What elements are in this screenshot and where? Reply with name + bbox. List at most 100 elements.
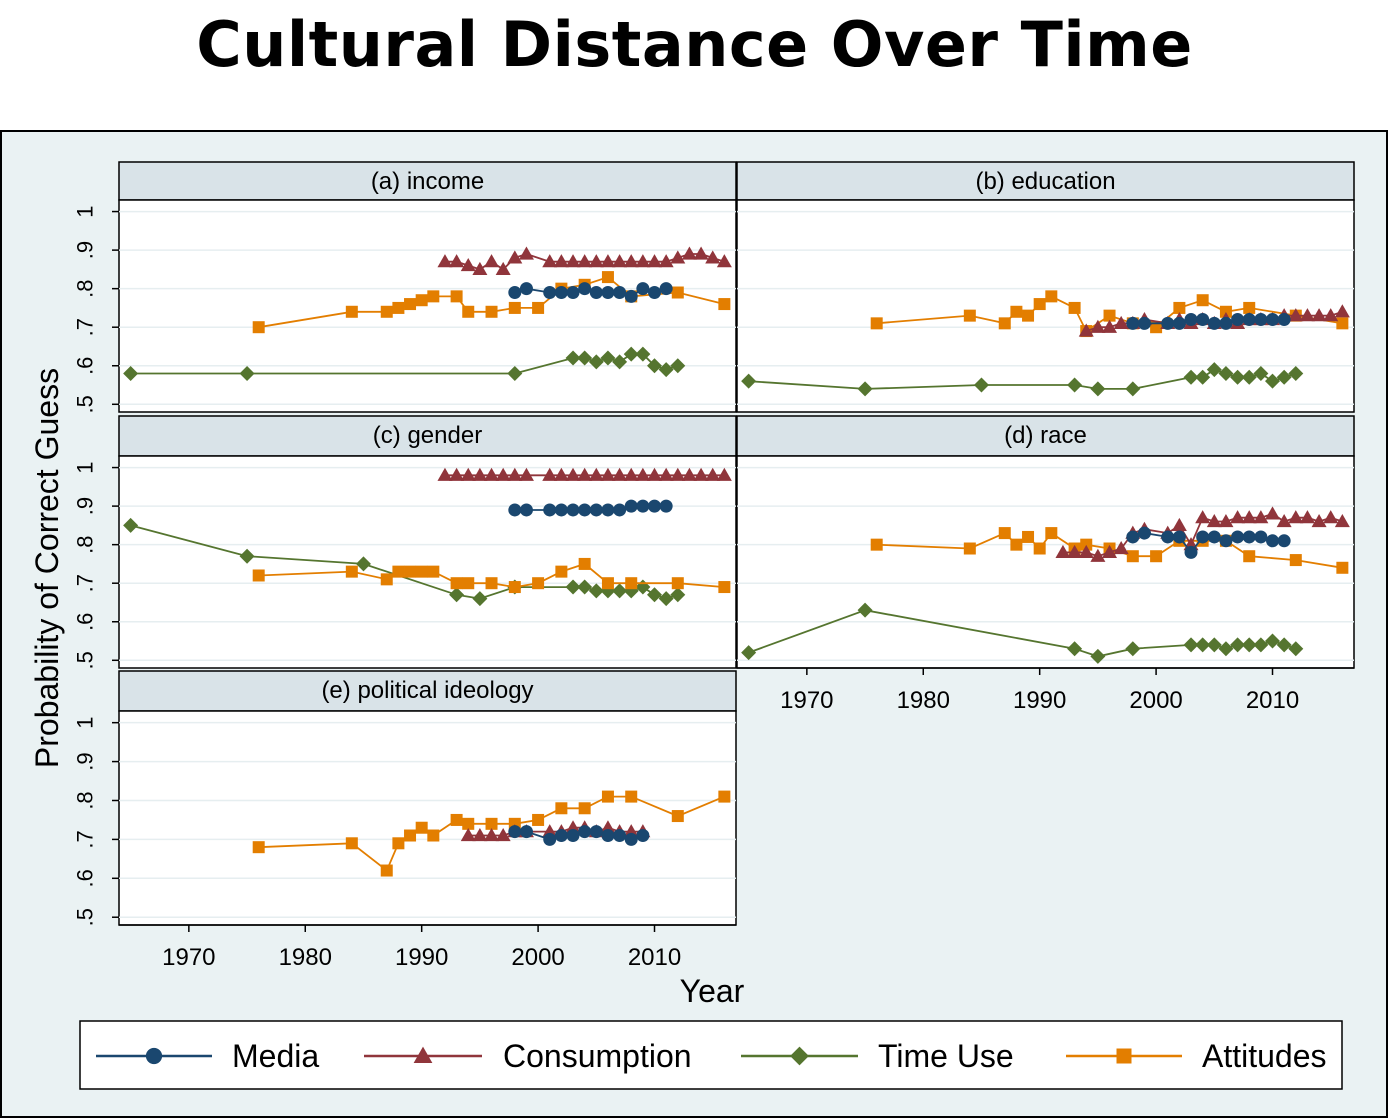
marker-diamond <box>588 354 604 370</box>
marker-triangle <box>484 467 500 481</box>
series-time-use <box>741 362 1304 397</box>
marker-diamond <box>1253 637 1269 653</box>
marker-square <box>252 841 265 854</box>
marker-triangle <box>681 467 697 481</box>
marker-circle <box>613 286 627 300</box>
marker-diamond <box>612 583 628 599</box>
marker-diamond <box>239 365 255 381</box>
marker-triangle <box>542 467 558 481</box>
marker-square <box>1243 550 1256 563</box>
marker-square <box>1068 301 1081 314</box>
panel-plot-area <box>736 455 1355 669</box>
marker-square <box>1033 298 1046 311</box>
marker-triangle <box>670 250 686 264</box>
marker-circle <box>601 829 615 843</box>
marker-triangle <box>600 467 616 481</box>
marker-diamond <box>973 377 989 393</box>
series-media <box>508 825 650 846</box>
marker-circle <box>1137 526 1151 540</box>
marker-diamond <box>577 579 593 595</box>
marker-square <box>508 581 521 594</box>
marker-square <box>392 565 405 578</box>
marker-square <box>1150 321 1163 334</box>
marker-diamond <box>1276 637 1292 653</box>
marker-diamond <box>1276 369 1292 385</box>
marker-square <box>555 565 568 578</box>
marker-triangle <box>1090 548 1106 562</box>
marker-square <box>870 538 883 551</box>
marker-circle <box>1266 312 1280 326</box>
marker-diamond <box>857 381 873 397</box>
marker-square <box>415 294 428 307</box>
marker-square <box>1243 301 1256 314</box>
y-tick-label: 1 <box>73 717 98 729</box>
marker-circle <box>589 286 603 300</box>
marker-triangle <box>1113 315 1129 329</box>
marker-triangle <box>1102 544 1118 558</box>
marker-circle <box>519 282 533 296</box>
marker-diamond <box>741 373 757 389</box>
marker-diamond <box>647 587 663 603</box>
marker-diamond <box>123 365 139 381</box>
legend-label: Time Use <box>878 1038 1014 1074</box>
marker-square <box>998 527 1011 540</box>
y-axis-title: Probability of Correct Guess <box>29 368 65 768</box>
marker-square <box>404 298 417 311</box>
marker-triangle <box>542 824 558 838</box>
marker-diamond <box>600 350 616 366</box>
marker-circle <box>1184 312 1198 326</box>
marker-square <box>532 301 545 314</box>
marker-square <box>392 301 405 314</box>
y-tick-label: .9 <box>73 241 98 259</box>
x-tick-label: 2000 <box>1129 687 1182 714</box>
marker-triangle <box>1288 510 1304 524</box>
marker-diamond <box>472 591 488 607</box>
marker-square <box>718 790 731 803</box>
marker-triangle <box>449 467 465 481</box>
marker-triangle <box>635 254 651 268</box>
series-media <box>508 499 673 517</box>
x-tick-label: 1990 <box>395 944 448 971</box>
y-tick-label: .5 <box>73 651 98 669</box>
marker-circle <box>1126 316 1140 330</box>
marker-diamond <box>1125 641 1141 657</box>
marker-triangle <box>1067 544 1083 558</box>
marker-diamond <box>1253 365 1269 381</box>
marker-diamond <box>565 350 581 366</box>
marker-diamond <box>1183 637 1199 653</box>
marker-triangle <box>518 246 534 260</box>
marker-diamond <box>577 350 593 366</box>
x-tick-label: 1970 <box>162 944 215 971</box>
marker-triangle <box>495 261 511 276</box>
marker-circle <box>1219 316 1233 330</box>
marker-square <box>625 577 638 590</box>
page-title: Cultural Distance Over Time <box>196 8 1193 81</box>
marker-circle <box>1242 530 1256 544</box>
marker-triangle <box>1102 319 1118 333</box>
marker-diamond <box>741 645 757 661</box>
panel-3: (c) gender .5 .6 .7 .8 .9 1 <box>73 415 737 669</box>
marker-square <box>625 790 638 803</box>
y-tick-label: .6 <box>73 869 98 887</box>
marker-circle <box>1161 316 1175 330</box>
marker-circle <box>636 829 650 843</box>
marker-square <box>1010 305 1023 318</box>
marker-triangle <box>693 246 709 260</box>
panel-title: (d) race <box>1004 422 1087 449</box>
marker-triangle <box>681 246 697 260</box>
marker-triangle <box>623 467 639 481</box>
panel-header <box>736 415 1355 457</box>
y-tick-label: .5 <box>73 395 98 413</box>
y-tick-label: .7 <box>73 830 98 848</box>
legend-entry-time-use: Time Use <box>741 1038 1014 1074</box>
marker-triangle <box>1323 510 1339 524</box>
y-tick-label: 1 <box>73 205 98 217</box>
marker-circle <box>648 286 662 300</box>
marker-triangle <box>600 820 616 834</box>
panel-2: (b) education <box>736 161 1355 413</box>
marker-square <box>870 317 883 330</box>
marker-square <box>601 577 614 590</box>
legend-label: Consumption <box>503 1038 692 1074</box>
marker-circle <box>566 829 580 843</box>
marker-square <box>671 286 684 299</box>
